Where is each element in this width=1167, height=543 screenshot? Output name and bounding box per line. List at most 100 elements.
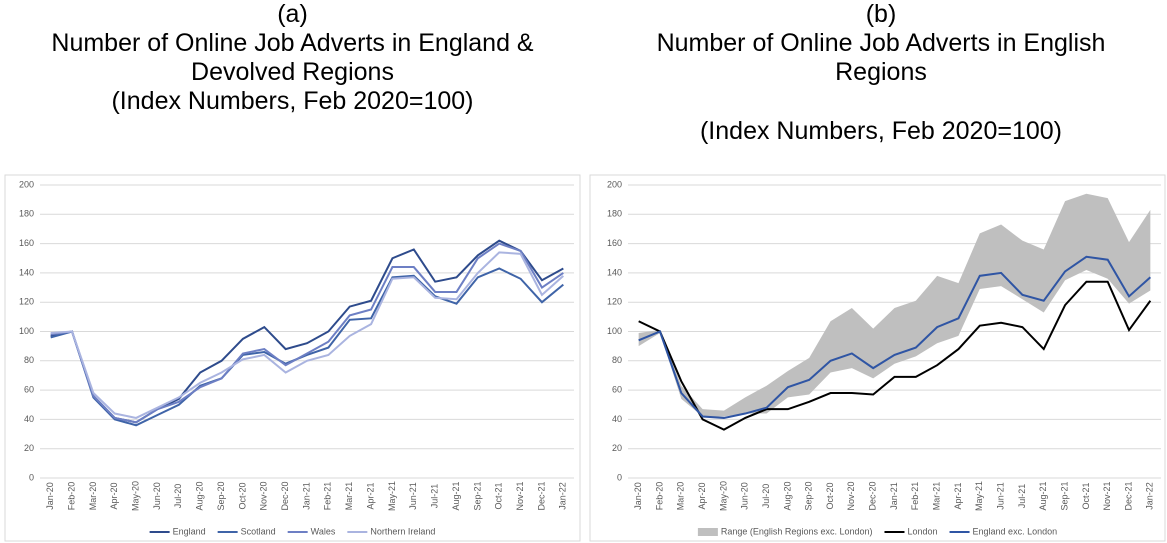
y-tick-label: 100 (19, 326, 34, 336)
chart-subtitle: (Index Numbers, Feb 2020=100) (699, 117, 1062, 145)
chart-subtitle: (Index Numbers, Feb 2020=100) (111, 87, 474, 115)
x-tick-label: Feb-20 (654, 482, 664, 511)
x-tick-label: Sep-21 (472, 481, 482, 510)
y-tick-label: 40 (24, 414, 34, 424)
x-tick-label: Feb-20 (66, 482, 76, 511)
title-block: (a) Number of Online Job Adverts in Engl… (0, 0, 585, 116)
x-tick-label: Mar-20 (676, 482, 686, 511)
x-tick-label: Nov-21 (1102, 481, 1112, 510)
series-line (50, 267, 564, 427)
x-tick-label: Feb-21 (323, 482, 333, 511)
y-tick-label: 40 (612, 414, 622, 424)
x-tick-label: May-20 (718, 481, 728, 511)
x-tick-label: Mar-21 (344, 482, 354, 511)
x-tick-label: Nov-20 (259, 481, 269, 510)
x-tick-label: Jan-20 (45, 482, 55, 510)
x-tick-label: Jan-21 (301, 482, 311, 510)
y-tick-label: 200 (19, 179, 34, 189)
legend: Range (English Regions exc. London) Londo… (697, 526, 1058, 536)
y-tick-label: 160 (19, 238, 34, 248)
x-tick-label: Jun-20 (152, 482, 162, 510)
y-tick-label: 60 (24, 384, 34, 394)
x-tick-label: Jun-21 (995, 482, 1005, 510)
y-tick-label: 200 (607, 179, 622, 189)
x-tick-label: Aug-20 (195, 481, 205, 510)
legend-label: Scotland (241, 526, 276, 536)
y-tick-label: 80 (612, 355, 622, 365)
y-tick-label: 20 (612, 443, 622, 453)
x-tick-label: May-21 (974, 481, 984, 511)
y-tick-label: 140 (607, 267, 622, 277)
y-tick-label: 80 (24, 355, 34, 365)
y-tick-label: 120 (607, 297, 622, 307)
series-line (50, 251, 564, 419)
x-tick-label: Apr-21 (365, 482, 375, 509)
x-tick-label: Jan-22 (1145, 482, 1155, 510)
x-tick-label: Mar-20 (88, 482, 98, 511)
x-tick-label: Apr-21 (953, 482, 963, 509)
x-tick-label: Dec-20 (280, 481, 290, 510)
x-tick-label: Dec-21 (536, 481, 546, 510)
x-tick-label: Jul-21 (1017, 484, 1027, 509)
legend: England Scotland Wales Northern Ireland (149, 526, 435, 536)
x-tick-label: Oct-20 (237, 482, 247, 509)
panel-label: (b) (865, 0, 897, 28)
x-tick-label: Jul-20 (761, 484, 771, 509)
y-tick-label: 180 (607, 209, 622, 219)
x-tick-label: Nov-21 (515, 481, 525, 510)
x-tick-label: Jul-20 (173, 484, 183, 509)
legend-label: Range (English Regions exc. London) (721, 526, 873, 536)
panel-border (4, 174, 581, 542)
x-tick-label: Nov-20 (846, 481, 856, 510)
x-tick-label: Dec-21 (1123, 481, 1133, 510)
legend-label: England exc. London (973, 526, 1058, 536)
chart-title: Number of Online Job Adverts in English … (656, 29, 1106, 86)
y-tick-label: 0 (617, 472, 622, 482)
x-tick-label: Jan-21 (889, 482, 899, 510)
x-tick-label: Aug-21 (451, 481, 461, 510)
y-tick-label: 20 (24, 443, 34, 453)
panel-border (589, 174, 1166, 542)
legend-swatch (697, 528, 718, 536)
x-tick-label: Jan-20 (633, 482, 643, 510)
x-tick-label: Jan-22 (558, 482, 568, 510)
y-tick-label: 180 (19, 209, 34, 219)
x-tick-label: May-20 (130, 481, 140, 511)
x-tick-label: Jun-20 (740, 482, 750, 510)
series-line (638, 255, 1152, 419)
title-block: (b) Number of Online Job Adverts in Engl… (595, 0, 1167, 146)
chart-title: Number of Online Job Adverts in England … (51, 29, 534, 86)
y-tick-label: 140 (19, 267, 34, 277)
x-tick-label: May-21 (387, 481, 397, 511)
y-tick-label: 100 (607, 326, 622, 336)
series-line (50, 242, 564, 424)
y-tick-label: 160 (607, 238, 622, 248)
x-tick-label: Feb-21 (910, 482, 920, 511)
y-tick-label: 0 (29, 472, 34, 482)
y-tick-label: 60 (612, 384, 622, 394)
y-tick-label: 120 (19, 297, 34, 307)
panel-label: (a) (277, 0, 308, 28)
series-line (638, 280, 1152, 431)
legend-label: Northern Ireland (370, 526, 435, 536)
x-tick-label: Jun-21 (408, 482, 418, 510)
x-tick-label: Oct-21 (1081, 482, 1091, 509)
legend-label: London (907, 526, 937, 536)
x-tick-label: Mar-21 (932, 482, 942, 511)
x-tick-label: Apr-20 (109, 482, 119, 509)
x-tick-label: Sep-20 (216, 481, 226, 510)
x-tick-label: Sep-20 (804, 481, 814, 510)
x-tick-label: Aug-20 (782, 481, 792, 510)
x-tick-label: Dec-20 (868, 481, 878, 510)
range-area (638, 193, 1151, 417)
x-tick-label: Sep-21 (1059, 481, 1069, 510)
legend-label: England (173, 526, 206, 536)
x-tick-label: Oct-21 (494, 482, 504, 509)
x-tick-label: Oct-20 (825, 482, 835, 509)
x-tick-label: Jul-21 (430, 484, 440, 509)
x-tick-label: Aug-21 (1038, 481, 1048, 510)
legend-label: Wales (311, 526, 336, 536)
x-tick-label: Apr-20 (697, 482, 707, 509)
